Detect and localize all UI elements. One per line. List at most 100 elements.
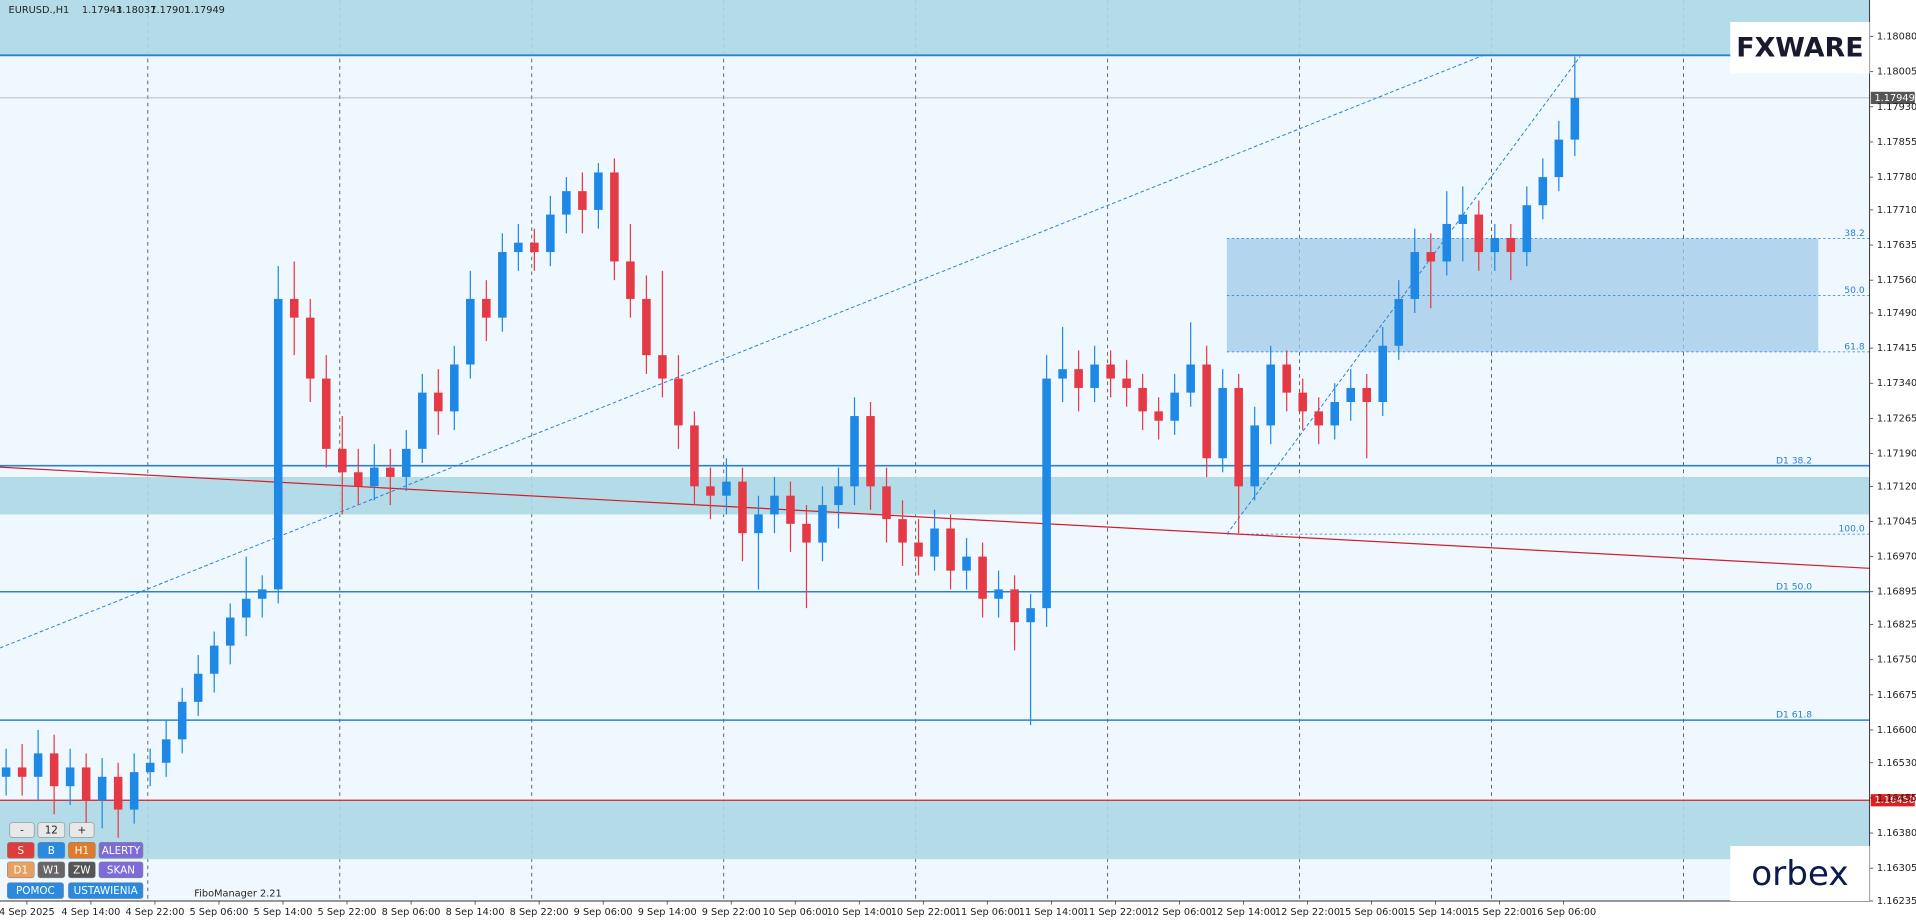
fib-label: 38.2 (1844, 228, 1864, 239)
candle-body (177, 701, 187, 740)
current-price-label: 1.17949 (1874, 93, 1914, 104)
button-label[interactable]: SKAN (107, 864, 135, 876)
candle-body (1122, 378, 1131, 388)
x-tick-label: 15 Sep 14:00 (1403, 907, 1468, 918)
button-label[interactable]: W1 (43, 864, 60, 876)
button[interactable] (68, 842, 96, 859)
fib-box (1226, 238, 1819, 352)
candle-body (1394, 298, 1404, 346)
y-tick-label: 1.16305 (1877, 863, 1916, 874)
button-label[interactable]: B (48, 845, 55, 857)
button-label[interactable]: ALERTY (102, 845, 141, 857)
ohlc-label: 1.17901 (150, 5, 190, 16)
y-tick-label: 1.17780 (1877, 172, 1916, 183)
button[interactable] (68, 882, 144, 899)
fib-diagonal (1226, 56, 1581, 535)
button-label[interactable]: - (20, 825, 24, 837)
candle-body (1, 767, 11, 777)
candle-body (1362, 387, 1372, 402)
candle-body (1154, 411, 1163, 421)
y-tick-label: 1.17560 (1877, 275, 1916, 286)
overlay: 1.17949 1.16450 (1870, 91, 1915, 807)
zone (0, 800, 1870, 860)
x-tick-label: 10 Sep 22:00 (891, 907, 956, 918)
button[interactable] (37, 842, 66, 859)
indicator-label: FiboManager 2.21 (194, 889, 281, 900)
candle-body (754, 514, 763, 534)
button-label[interactable]: POMOC (16, 885, 55, 897)
candle-body (594, 172, 603, 210)
axes: 1.18080 1.18005 1.17930 1.17855 1.17780 1.177… (0, 32, 1916, 918)
button[interactable] (98, 861, 144, 879)
candle-body (466, 298, 475, 365)
button[interactable] (69, 822, 95, 838)
candle-body (1090, 364, 1099, 388)
candle-body (1058, 369, 1067, 379)
candle-body (353, 472, 363, 487)
candle-body (994, 589, 1003, 599)
button-label[interactable]: H1 (75, 845, 89, 857)
candle-body (530, 242, 539, 253)
x-tick-label: 8 Sep 22:00 (510, 907, 569, 918)
button-label[interactable]: + (78, 825, 87, 837)
y-tick-label: 1.16895 (1877, 587, 1916, 598)
button[interactable] (68, 861, 96, 879)
candle-body (1314, 411, 1323, 426)
button[interactable] (7, 882, 64, 899)
candle-body (402, 448, 411, 477)
button[interactable] (37, 861, 66, 879)
button-label[interactable]: USTAWIENIA (74, 885, 139, 897)
x-tick-label: 11 Sep 22:00 (1083, 907, 1148, 918)
x-tick-label: 4 Sep 22:00 (125, 907, 184, 918)
candle-body (97, 776, 107, 801)
button[interactable] (98, 842, 144, 859)
candle-body (642, 298, 651, 356)
y-tick-label: 1.17340 (1877, 378, 1916, 389)
y-tick-label: 1.17855 (1877, 137, 1916, 148)
level-label: D1 38.2 (1776, 455, 1812, 466)
button-label[interactable]: D1 (13, 864, 28, 876)
x-tick-label: 12 Sep 22:00 (1275, 907, 1340, 918)
alert-badge (1870, 794, 1915, 807)
logo-box (1730, 22, 1870, 74)
y-tick-label: 1.16455 (1877, 793, 1916, 804)
candle-body (770, 495, 779, 515)
button-label[interactable]: ZW (73, 864, 90, 876)
candle-body (1442, 223, 1452, 262)
button[interactable] (9, 822, 35, 838)
zone (0, 476, 1870, 515)
candle-body (386, 467, 395, 477)
candle-body (1250, 425, 1259, 487)
x-tick-label: 11 Sep 06:00 (955, 907, 1020, 918)
candle-body (1474, 214, 1484, 253)
candle-body (690, 425, 699, 487)
candle-body (482, 298, 491, 318)
x-tick-label: 9 Sep 14:00 (638, 907, 697, 918)
logo-box (1730, 845, 1870, 901)
candle-body (1026, 608, 1035, 623)
x-tick-label: 5 Sep 14:00 (254, 907, 313, 918)
candle-body (1138, 387, 1147, 412)
candle-body (1570, 97, 1580, 140)
y-tick-label: 1.17710 (1877, 205, 1916, 216)
candle-body (722, 481, 731, 496)
candle-body (321, 378, 331, 449)
button[interactable] (7, 861, 35, 879)
candle-body (1330, 401, 1340, 426)
candle-body (1522, 205, 1532, 253)
button-label[interactable]: 12 (45, 825, 58, 837)
button[interactable] (7, 842, 35, 859)
button-label[interactable]: S (17, 845, 24, 857)
ohlc-label: 1.18037 (116, 5, 156, 16)
x-tick-label: 4 Sep 2025 (0, 907, 55, 918)
zones (0, 0, 1870, 860)
button[interactable] (37, 822, 66, 838)
candle-body (1234, 387, 1243, 487)
candle-body (33, 753, 43, 777)
candle-body (289, 298, 299, 318)
symbol: EURUSD.,H1 (9, 5, 70, 16)
candle-body (305, 317, 315, 379)
x-tick-label: 10 Sep 14:00 (827, 907, 892, 918)
candle-body (674, 378, 683, 426)
